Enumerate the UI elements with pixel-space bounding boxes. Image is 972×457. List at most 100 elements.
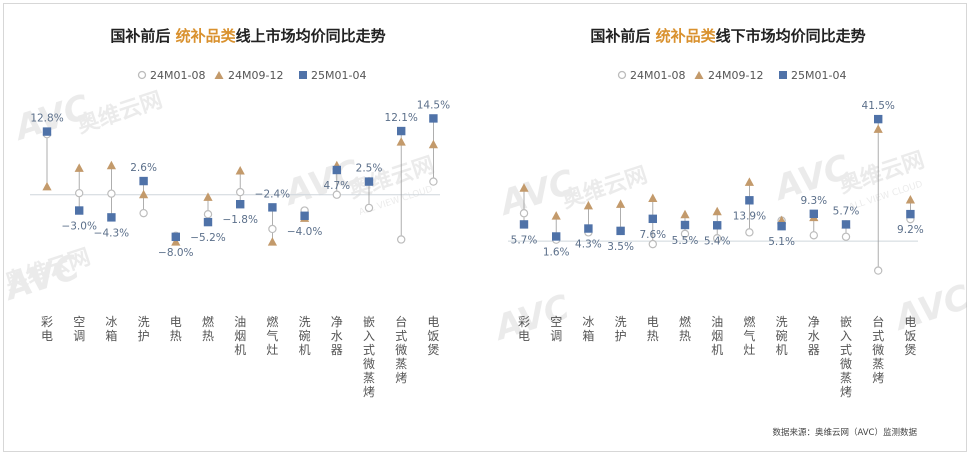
category-label: 烟 — [711, 329, 723, 343]
category-label: 彩 — [41, 315, 53, 329]
watermark-cn: 奥维云网 — [74, 87, 166, 139]
category-label: 热 — [202, 329, 214, 343]
legend-label: 24M01-08 — [630, 69, 685, 82]
category-label: 机 — [776, 343, 788, 357]
data-label: 7.6% — [639, 229, 666, 241]
data-label: −2.4% — [255, 188, 290, 200]
category-label: 护 — [138, 329, 150, 343]
point-24m09-12 — [235, 166, 245, 175]
category-label: 燃 — [679, 314, 691, 329]
data-label: 1.6% — [543, 246, 570, 258]
point-25m01-04 — [203, 217, 213, 227]
category-label: 调 — [550, 329, 562, 343]
point-24m01-08 — [841, 232, 851, 241]
point-25m01-04 — [841, 220, 851, 229]
category-label: 入 — [363, 329, 375, 343]
category-label: 烤 — [840, 384, 852, 399]
point-24m09-12 — [396, 137, 406, 146]
data-label: 41.5% — [862, 100, 895, 112]
legend-label: 24M09-12 — [708, 69, 763, 82]
category-label: 碗 — [299, 328, 311, 343]
point-24m01-08 — [332, 190, 341, 199]
chart-frame — [3, 3, 967, 452]
point-24m09-12 — [680, 209, 690, 219]
category-label: 入 — [840, 329, 852, 343]
data-label: −1.8% — [222, 214, 257, 226]
category-label: 电 — [647, 315, 659, 329]
point-24m09-12 — [583, 200, 593, 210]
category-label: 煲 — [427, 342, 439, 357]
legend-marker-triangle — [694, 71, 704, 79]
point-24m01-08 — [429, 177, 438, 186]
category-label: 机 — [234, 343, 246, 357]
data-label: −4.3% — [94, 227, 129, 239]
category-label: 烤 — [872, 370, 884, 385]
data-label: 13.9% — [733, 210, 766, 222]
legend: 24M01-08 24M09-12 25M01-04 — [137, 69, 366, 82]
point-25m01-04 — [713, 221, 722, 230]
legend-label: 25M01-04 — [311, 69, 366, 82]
point-25m01-04 — [519, 220, 529, 229]
data-label: 5.1% — [768, 236, 795, 248]
watermark-group: AVC 奥维云网 AVC 奥维云网 ALL VIEW CLOUD AVC 奥维云… — [0, 87, 972, 350]
category-label: 冰 — [582, 315, 594, 329]
category-label: 蒸 — [872, 357, 884, 371]
chart-title-prefix: 国补前后 — [590, 27, 655, 45]
legend: 24M01-08 24M09-12 25M01-04 — [617, 69, 846, 82]
category-label: 气 — [743, 328, 755, 343]
category-label: 净 — [331, 315, 343, 329]
point-24m09-12 — [777, 215, 787, 225]
point-24m01-08 — [713, 234, 722, 243]
category-label: 热 — [679, 329, 691, 343]
point-24m01-08 — [809, 231, 819, 240]
category-label: 空 — [73, 315, 85, 329]
category-label: 燃 — [202, 314, 214, 329]
point-24m09-12 — [616, 199, 626, 208]
point-25m01-04 — [268, 203, 277, 212]
category-label: 嵌 — [840, 315, 852, 329]
point-24m09-12 — [74, 163, 84, 172]
point-24m01-08 — [874, 266, 883, 275]
source-note: 数据来源：奥维云网（AVC）监测数据 — [772, 427, 917, 438]
category-label: 油 — [234, 315, 246, 329]
legend-marker-triangle — [214, 71, 224, 79]
category-label: 油 — [711, 315, 723, 329]
point-25m01-04 — [874, 114, 883, 124]
category-label: 饭 — [904, 329, 916, 343]
data-label: 2.5% — [356, 163, 383, 175]
data-label: −5.2% — [190, 232, 225, 244]
point-25m01-04 — [777, 221, 786, 231]
category-label: 烤 — [395, 370, 407, 385]
category-label: 电 — [518, 329, 530, 343]
point-24m01-08 — [107, 189, 116, 198]
data-label: 2.6% — [130, 162, 157, 174]
point-25m01-04 — [429, 114, 438, 123]
point-24m09-12 — [428, 139, 438, 149]
point-25m01-04 — [397, 126, 406, 136]
point-24m01-08 — [203, 210, 213, 219]
point-25m01-04 — [552, 232, 561, 241]
legend-marker-square — [299, 71, 307, 79]
category-label: 燃 — [743, 314, 755, 329]
point-25m01-04 — [809, 209, 818, 219]
category-label: 蒸 — [363, 371, 375, 385]
category-label: 机 — [711, 343, 723, 357]
point-24m01-08 — [268, 224, 277, 234]
point-24m01-08 — [139, 208, 148, 218]
point-24m09-12 — [712, 206, 722, 216]
category-label: 微 — [363, 357, 375, 371]
point-25m01-04 — [236, 200, 245, 209]
category-label: 式 — [363, 343, 375, 357]
legend-label: 25M01-04 — [791, 69, 846, 82]
category-label: 调 — [73, 329, 85, 343]
category-label: 气 — [266, 328, 278, 343]
data-label: 14.5% — [417, 99, 450, 111]
chart-panel-online: 国补前后 统补品类线上市场均价同比走势 24M01-08 24M09-12 25… — [30, 27, 450, 399]
data-label: 4.3% — [575, 239, 602, 251]
category-label: 器 — [331, 343, 343, 357]
point-24m09-12 — [519, 183, 529, 192]
category-label: 电 — [904, 315, 916, 329]
data-label: 12.8% — [30, 113, 63, 125]
category-label: 灶 — [743, 343, 755, 357]
legend-label: 24M01-08 — [150, 69, 205, 82]
